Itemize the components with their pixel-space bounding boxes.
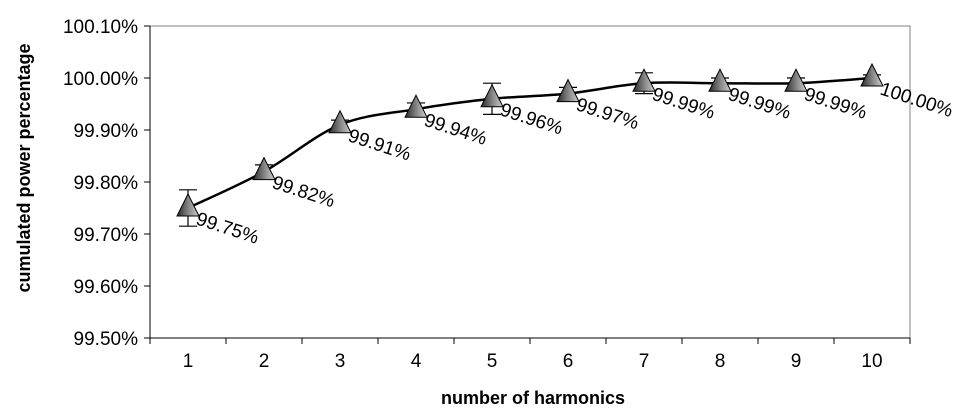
triangle-marker bbox=[480, 83, 504, 108]
y-tick-label: 100.00% bbox=[63, 69, 138, 90]
data-markers bbox=[176, 62, 884, 217]
triangle-marker bbox=[860, 62, 884, 87]
series-line bbox=[187, 76, 873, 210]
series-path bbox=[187, 76, 873, 210]
y-tick-label: 99.80% bbox=[74, 173, 139, 194]
x-tick-label: 2 bbox=[259, 351, 270, 372]
triangle-marker bbox=[556, 78, 580, 103]
y-axis-title: cumulated power percentage bbox=[14, 43, 34, 292]
x-tick-label: 5 bbox=[487, 351, 498, 372]
y-tick-label: 99.90% bbox=[74, 121, 139, 142]
x-tick-label: 9 bbox=[791, 351, 802, 372]
x-axis: 1 2 3 4 5 6 7 8 9 10 bbox=[149, 338, 911, 372]
x-axis-title: number of harmonics bbox=[441, 388, 625, 408]
x-tick-label: 8 bbox=[715, 351, 726, 372]
triangle-marker bbox=[784, 68, 808, 92]
x-tick-label: 3 bbox=[335, 351, 346, 372]
x-tick-label: 1 bbox=[183, 351, 194, 372]
triangle-marker bbox=[632, 68, 656, 92]
triangle-marker bbox=[176, 192, 200, 217]
triangle-marker bbox=[252, 156, 276, 181]
y-tick-label: 99.70% bbox=[74, 225, 139, 246]
x-tick-label: 6 bbox=[563, 351, 574, 372]
x-tick-label: 4 bbox=[411, 351, 422, 372]
y-axis: 99.50% 99.60% 99.70% 99.80% 99.90% 100.00% 100… bbox=[63, 17, 150, 350]
x-tick-label: 7 bbox=[639, 351, 650, 372]
y-tick-label: 99.60% bbox=[74, 277, 139, 298]
triangle-marker bbox=[708, 68, 732, 92]
plot-border bbox=[149, 25, 911, 339]
plot-area bbox=[149, 25, 911, 339]
triangle-marker bbox=[328, 109, 352, 134]
y-tick-label: 99.50% bbox=[74, 329, 139, 350]
triangle-marker bbox=[404, 94, 428, 118]
x-tick-label: 10 bbox=[861, 351, 882, 372]
y-tick-label: 100.10% bbox=[63, 17, 138, 38]
